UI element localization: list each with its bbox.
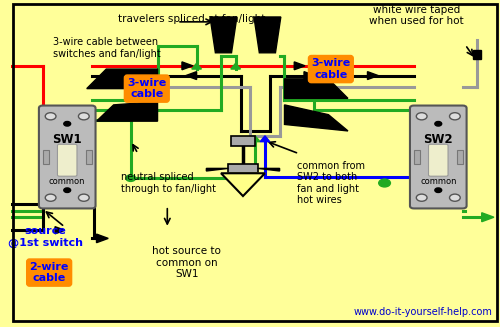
Polygon shape (260, 136, 270, 142)
Polygon shape (304, 72, 315, 79)
Polygon shape (96, 234, 108, 243)
Polygon shape (250, 136, 260, 142)
Text: 3-wire
cable: 3-wire cable (127, 78, 166, 99)
Polygon shape (210, 17, 237, 53)
Polygon shape (284, 79, 348, 98)
Text: neutral spliced
through to fan/light: neutral spliced through to fan/light (121, 172, 216, 194)
Text: 3-wire cable between
switches and fan/light: 3-wire cable between switches and fan/li… (52, 37, 160, 59)
Text: hot source to
common on
SW1: hot source to common on SW1 (152, 246, 222, 279)
Polygon shape (96, 102, 158, 121)
Circle shape (126, 175, 136, 181)
Bar (474, 49, 481, 59)
Polygon shape (284, 105, 348, 131)
Text: www.do-it-yourself-help.com: www.do-it-yourself-help.com (353, 306, 492, 317)
FancyBboxPatch shape (86, 150, 92, 164)
Polygon shape (186, 72, 196, 79)
Polygon shape (206, 168, 229, 171)
Polygon shape (182, 62, 192, 70)
Circle shape (416, 194, 427, 201)
FancyBboxPatch shape (410, 106, 467, 208)
FancyBboxPatch shape (58, 144, 77, 176)
Polygon shape (254, 17, 281, 53)
Polygon shape (130, 72, 140, 79)
Circle shape (45, 194, 56, 201)
FancyBboxPatch shape (457, 150, 462, 164)
Bar (228, 164, 258, 173)
Circle shape (450, 113, 460, 120)
Text: source
@1st switch: source @1st switch (8, 226, 83, 248)
Circle shape (78, 194, 89, 201)
Polygon shape (368, 72, 378, 79)
Text: 2-wire
cable: 2-wire cable (30, 262, 69, 284)
Polygon shape (86, 69, 158, 89)
Circle shape (416, 113, 427, 120)
Polygon shape (482, 213, 494, 222)
Text: white wire taped
when used for hot: white wire taped when used for hot (369, 5, 464, 26)
Circle shape (78, 113, 89, 120)
Circle shape (378, 179, 390, 187)
Circle shape (450, 194, 460, 201)
FancyBboxPatch shape (428, 144, 448, 176)
Circle shape (64, 122, 70, 126)
Polygon shape (231, 63, 240, 69)
Circle shape (435, 188, 442, 193)
Polygon shape (192, 63, 202, 69)
Text: common: common (420, 177, 457, 186)
Polygon shape (294, 62, 305, 70)
Circle shape (435, 122, 442, 126)
Text: common from
SW2 to both
fan and light
hot wires: common from SW2 to both fan and light ho… (296, 161, 364, 205)
Text: SW2: SW2 (424, 132, 453, 146)
Text: 3-wire
cable: 3-wire cable (311, 58, 350, 80)
FancyBboxPatch shape (43, 150, 49, 164)
Text: SW1: SW1 (52, 132, 82, 146)
FancyBboxPatch shape (39, 106, 96, 208)
Text: travelers spliced at fan/light: travelers spliced at fan/light (118, 14, 266, 24)
Text: common: common (49, 177, 86, 186)
Circle shape (64, 188, 70, 193)
Bar (232, 136, 254, 146)
Circle shape (45, 113, 56, 120)
Polygon shape (55, 227, 65, 234)
FancyBboxPatch shape (414, 150, 420, 164)
Polygon shape (258, 168, 280, 171)
Polygon shape (221, 173, 265, 196)
